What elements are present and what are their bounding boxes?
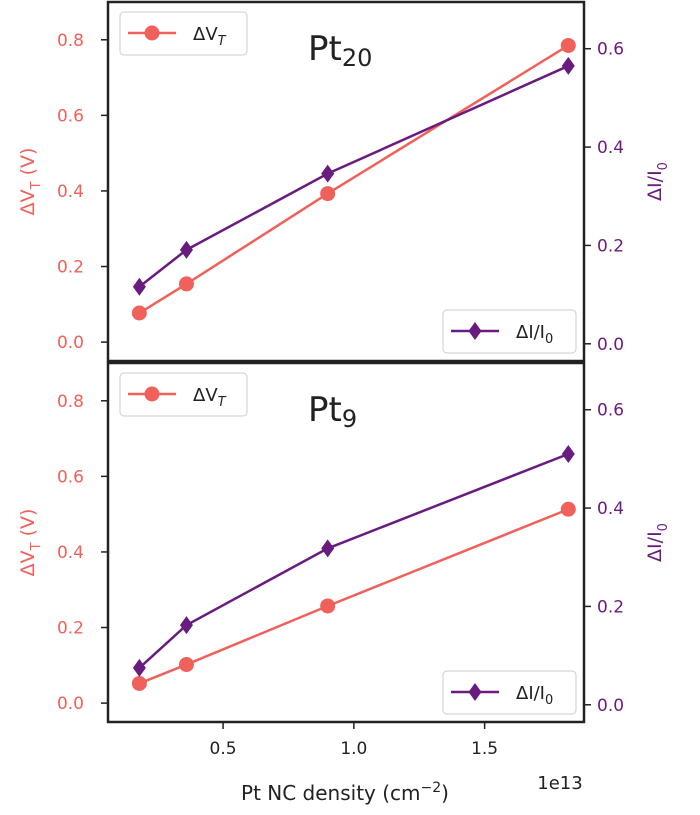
left-tick-label: 0.0: [57, 333, 84, 353]
legend-di: ΔI/I0: [442, 309, 577, 354]
legend-box: [119, 372, 248, 417]
x-tick-label: 0.5: [210, 739, 237, 759]
x-tick-label: 1.0: [340, 739, 367, 759]
legend-di: ΔI/I0: [442, 670, 577, 715]
left-tick-label: 0.8: [57, 31, 84, 51]
left-axis-label: ΔVT (V): [17, 509, 44, 577]
right-tick-label: 0.0: [597, 696, 624, 716]
right-tick-label: 0.4: [597, 138, 624, 158]
plot-frame: [106, 0, 586, 363]
right-tick-label: 0.2: [597, 236, 624, 256]
dvt-series-line: [138, 508, 569, 685]
dvt-data-point: [178, 657, 194, 673]
right-tick-label: 0.6: [597, 40, 624, 60]
right-axis-label: ΔI/I0: [644, 523, 671, 562]
left-tick-label: 0.6: [57, 467, 84, 487]
left-tick-label: 0.2: [57, 258, 84, 278]
dvt-series-line: [138, 44, 569, 315]
x-offset-label: 1e13: [537, 773, 582, 794]
dvt-data-point: [178, 276, 194, 292]
left-axis-label: ΔVT (V): [17, 148, 44, 216]
legend-box: [442, 309, 577, 354]
di-series-line: [138, 64, 569, 288]
legend-marker: [144, 386, 160, 402]
legend-label: ΔVT: [193, 24, 227, 49]
dvt-data-point: [560, 501, 576, 517]
di-data-point: [179, 240, 193, 259]
right-tick-label: 0.6: [597, 401, 624, 421]
dvt-data-point: [320, 598, 336, 614]
dvt-data-point: [560, 37, 576, 53]
right-tick-label: 0.2: [597, 597, 624, 617]
legend-marker: [468, 322, 482, 340]
panel-title: Pt20: [308, 29, 372, 72]
left-tick-label: 0.4: [57, 182, 84, 202]
chart-panel-2: 0.0 0.2 0.4 0.6 0.8 0.0 0.2 0.4 0.6 0.5 1.0 1.5 ΔVT …: [17, 361, 671, 759]
x-axis-label: Pt NC density (cm−2): [241, 780, 449, 805]
legend-marker: [144, 25, 160, 41]
legend-dvt: ΔVT: [119, 11, 248, 56]
dvt-data-point: [131, 305, 147, 321]
di-data-point: [321, 539, 335, 558]
x-tick-label: 1.5: [471, 739, 498, 759]
di-data-point: [561, 56, 575, 75]
legend-box: [119, 11, 248, 56]
right-tick-label: 0.4: [597, 499, 624, 519]
legend-label: ΔVT: [193, 385, 227, 410]
left-tick-label: 0.4: [57, 543, 84, 563]
left-tick-label: 0.2: [57, 619, 84, 639]
legend-label: ΔI/I0: [516, 322, 553, 347]
di-data-point: [132, 658, 146, 677]
legend-dvt: ΔVT: [119, 372, 248, 417]
left-tick-label: 0.8: [57, 392, 84, 412]
dvt-data-point: [320, 186, 336, 202]
di-data-point: [561, 444, 575, 463]
legend-label: ΔI/I0: [516, 683, 553, 708]
right-axis-label: ΔI/I0: [644, 162, 671, 201]
chart-panel-1: 0.0 0.2 0.4 0.6 0.8 0.0 0.2 0.4 0.6 ΔVT (V) ΔI/I0 P…: [17, 0, 671, 363]
di-series-line: [138, 452, 569, 669]
di-data-point: [132, 277, 146, 296]
di-data-point: [321, 164, 335, 183]
right-tick-label: 0.0: [597, 335, 624, 355]
panel-title: Pt9: [308, 390, 357, 433]
di-data-point: [179, 616, 193, 635]
legend-box: [442, 670, 577, 715]
legend-marker: [468, 683, 482, 701]
plot-frame: [106, 361, 586, 724]
left-tick-label: 0.6: [57, 106, 84, 126]
left-tick-label: 0.0: [57, 694, 84, 714]
dvt-data-point: [131, 675, 147, 691]
